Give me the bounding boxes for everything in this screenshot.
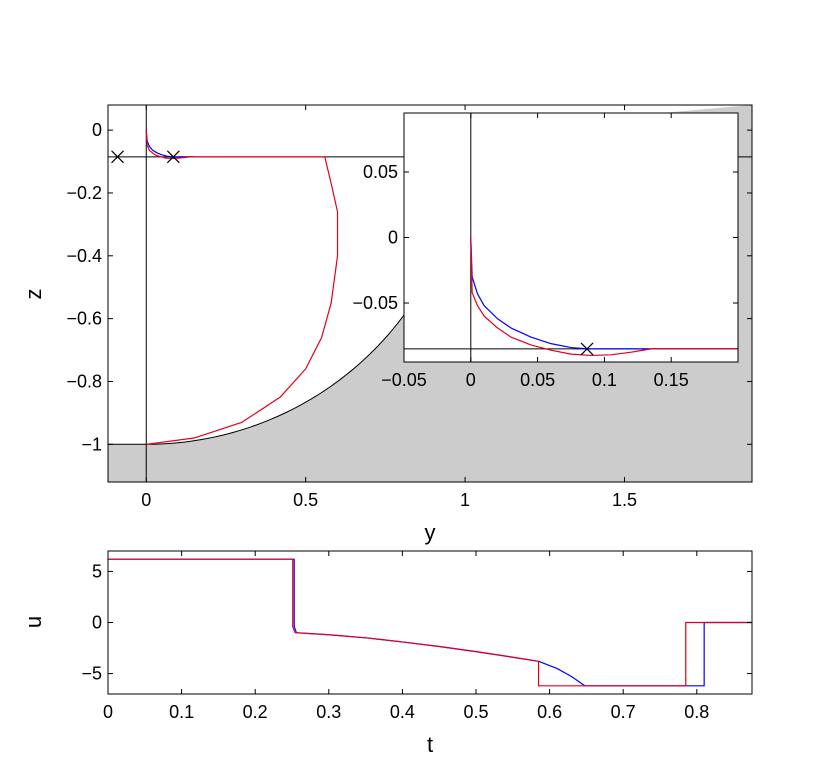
control-plot-background <box>108 551 752 694</box>
main-plot-frame <box>107 104 753 483</box>
inset-x-tick-label: 0.05 <box>520 370 555 390</box>
main-x-tick-label: 0 <box>141 490 151 510</box>
control-y-tick-label: 0 <box>92 613 102 633</box>
inset-y-tick-label: 0.05 <box>363 162 398 182</box>
control-series-red <box>108 558 752 687</box>
main-y-tick-label: 0 <box>92 120 102 140</box>
inset-x-tick-label: 0 <box>466 370 476 390</box>
inset-y-tick-label: 0 <box>388 228 398 248</box>
main-y-tick-label: −0.6 <box>66 309 102 329</box>
inset-series-group <box>470 237 738 357</box>
control-series-group <box>108 558 752 687</box>
inset-x-tick-label: −0.05 <box>381 370 427 390</box>
main-y-tick-label: −0.8 <box>66 371 102 391</box>
control-x-tick-label: 0.4 <box>390 702 415 722</box>
control-x-tick-label: 0.6 <box>537 702 562 722</box>
control-x-tick-label: 0.1 <box>169 702 194 722</box>
control-x-tick-label: 0.7 <box>611 702 636 722</box>
inset-y-tick-label: −0.05 <box>352 293 398 313</box>
control-x-axis-label: t <box>427 732 433 757</box>
main-x-tick-label: 1.5 <box>612 490 637 510</box>
control-y-ticks: 5 0 −5 <box>81 561 752 684</box>
inset-x-tick-label: 0.15 <box>654 370 689 390</box>
control-y-tick-label: 5 <box>92 561 102 581</box>
main-y-axis-label: z <box>21 289 46 300</box>
main-y-tick-label: −1 <box>81 434 102 454</box>
inset-markers-group <box>580 342 594 356</box>
main-markers-group <box>111 150 180 164</box>
main-series-red <box>145 130 339 445</box>
main-x-tick-label: 0.5 <box>293 490 318 510</box>
inset-plot-background <box>404 113 738 362</box>
control-x-tick-label: 0.8 <box>684 702 709 722</box>
inset-plot: −0.05 0 0.05 0.1 0.15 0.05 0 −0.05 <box>352 112 739 390</box>
inset-series-red <box>470 237 738 357</box>
main-series-group <box>145 130 339 445</box>
inset-x-ticks: −0.05 0 0.05 0.1 0.15 <box>381 113 689 390</box>
inset-series-blue <box>470 237 738 350</box>
inset-y-ticks: 0.05 0 −0.05 <box>352 162 738 313</box>
main-x-tick-label: 1 <box>460 490 470 510</box>
main-x-ticks: 0 0.5 1 1.5 <box>141 105 637 510</box>
control-y-axis-label: u <box>21 616 46 628</box>
main-y-tick-label: −0.4 <box>66 246 102 266</box>
main-y-tick-label: −0.2 <box>66 183 102 203</box>
control-x-tick-label: 0.3 <box>316 702 341 722</box>
main-x-marker <box>111 150 124 164</box>
control-y-tick-label: −5 <box>81 664 102 684</box>
control-plot: 0 0.1 0.2 0.3 0.4 0.5 0.6 0.7 0.8 50−5 t u <box>21 550 753 757</box>
control-x-tick-label: 0 <box>103 702 113 722</box>
control-x-ticks: 0 0.1 0.2 0.3 0.4 0.5 0.6 0.7 0.8 <box>103 551 709 722</box>
control-x-tick-label: 0.2 <box>243 702 268 722</box>
main-x-axis-label: y <box>425 520 436 545</box>
inset-x-tick-label: 0.1 <box>592 370 617 390</box>
main-series-blue <box>145 130 195 158</box>
inset-x-marker <box>580 342 594 356</box>
main-x-marker <box>166 150 180 164</box>
control-x-tick-label: 0.5 <box>463 702 488 722</box>
main-y-ticks: 0 −0.2 −0.4 −0.6 −0.8 −1 <box>66 120 752 454</box>
